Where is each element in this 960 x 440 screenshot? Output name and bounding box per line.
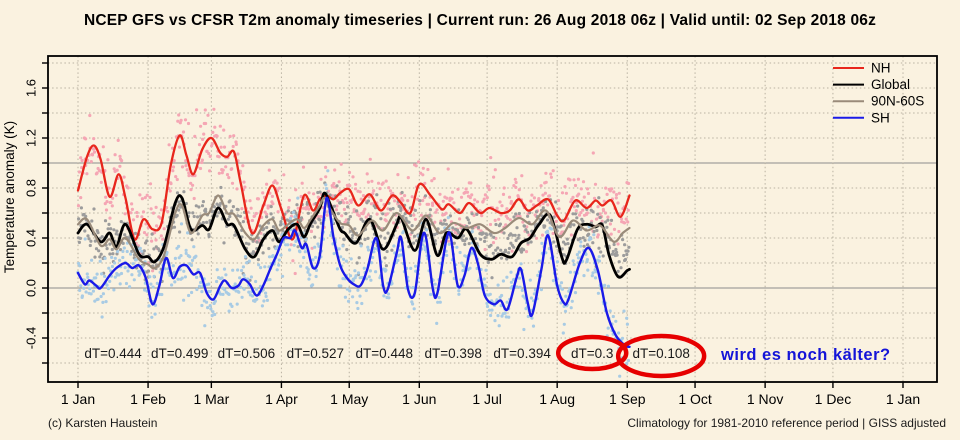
x-tick-label: 1 Jan [61, 391, 95, 407]
gridlines [48, 56, 937, 382]
y-tick-label: 1.6 [23, 79, 38, 97]
x-tick-label: 1 Mar [193, 391, 229, 407]
dt-label-2: dT=0.506 [218, 346, 275, 361]
climatology-note: Climatology for 1981-2010 reference peri… [627, 416, 946, 430]
legend-label-90n-60s: 90N-60S [871, 94, 924, 109]
dt-label-8: dT=0.108 [632, 346, 689, 361]
dt-labels: dT=0.444 dT=0.499 dT=0.506 dT=0.527 dT=0.448… [84, 333, 707, 379]
x-tick-label: 1 Feb [130, 391, 166, 407]
90n-60s-line [76, 194, 631, 270]
x-tick-label: 1 Jan [886, 391, 920, 407]
legend-label-global: Global [871, 77, 910, 92]
x-tick-label: 1 Jul [472, 391, 502, 407]
nh-line [76, 134, 631, 241]
y-axis-label: Temperature anomaly (K) [2, 121, 17, 273]
y-tick-label: 0.8 [23, 179, 38, 197]
dt-label-4: dT=0.448 [356, 346, 413, 361]
chart-title: NCEP GFS vs CFSR T2m anomaly timeseries … [83, 12, 877, 29]
x-tick-label: 1 Oct [678, 391, 712, 407]
x-tick-label: 1 Jun [402, 391, 436, 407]
dt-label-0: dT=0.444 [84, 346, 142, 361]
x-tick-label: 1 Sep [609, 391, 646, 407]
y-tick-label: 0.4 [23, 229, 38, 247]
plot-data [76, 107, 631, 378]
legend-label-nh: NH [871, 61, 891, 76]
dt-label-3: dT=0.527 [287, 346, 344, 361]
y-tick-label: -0.4 [23, 327, 38, 349]
axes: -0.4 0.0 0.4 0.8 1.2 1.6 1 Jan 1 Feb 1 Mar 1 Apr 1… [23, 55, 938, 407]
y-tick-label: 0.0 [23, 279, 38, 297]
x-tick-label: 1 May [330, 391, 368, 407]
dt-label-6: dT=0.394 [493, 346, 551, 361]
x-tick-label: 1 Nov [747, 391, 784, 407]
dt-label-1: dT=0.499 [151, 346, 208, 361]
x-tick-label: 1 Dec [815, 391, 852, 407]
dt-label-5: dT=0.398 [424, 346, 481, 361]
question-annotation: wird es noch kälter? [720, 346, 891, 364]
y-tick-label: 1.2 [23, 129, 38, 147]
copyright-text: (c) Karsten Haustein [48, 416, 158, 430]
x-tick-label: 1 Apr [265, 391, 298, 407]
red-circle-annotation-7 [555, 334, 629, 372]
dt-label-7: dT=0.3 [571, 346, 613, 361]
red-circle-annotation-8 [615, 333, 707, 379]
x-tick-label: 1 Aug [539, 391, 575, 407]
sh-line [76, 196, 631, 348]
legend-label-sh: SH [871, 110, 890, 125]
